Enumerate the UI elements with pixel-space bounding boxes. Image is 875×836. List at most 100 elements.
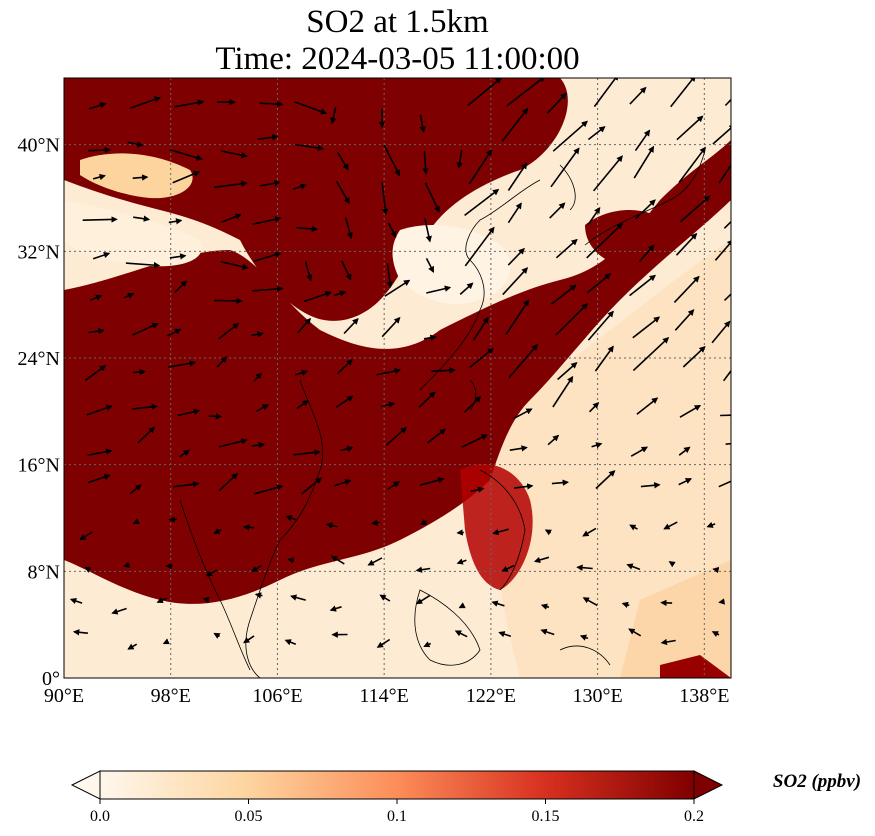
wind-arrow [670,78,696,108]
colorbar: 0.0 0.05 0.1 0.15 0.2 SO2 (ppbv) [70,770,861,825]
wind-arrow [88,146,112,154]
wind-arrow [723,220,731,229]
wind-arrow [132,174,149,181]
wind-arrow [454,630,468,638]
map-time: Time: 2024-03-05 11:00:00 [215,41,580,77]
wind-arrow [129,96,162,109]
wind-arrow [330,107,337,125]
colorbar-tick-label: 0.2 [684,808,704,825]
wind-arrow [168,218,183,225]
wind-arrow [588,401,600,413]
wind-arrow [723,292,731,301]
wind-arrow [594,345,614,372]
wind-arrow [426,285,452,294]
wind-arrow [380,401,396,408]
wind-arrow [253,251,282,262]
wind-arrow [284,639,297,646]
wind-arrow [423,641,432,648]
wind-arrow [711,631,720,637]
wind-arrow [383,144,401,177]
coast-borneo [414,589,481,666]
wind-vectors [69,78,731,650]
wind-arrow [582,527,597,537]
wind-arrow [458,602,466,609]
wind-arrow [287,557,295,564]
wind-arrow [579,634,589,641]
wind-arrow [468,149,493,185]
field-patch-nw [80,153,193,199]
wind-arrow [218,322,240,340]
wind-arrow [132,518,140,525]
wind-arrow [172,170,201,184]
wind-arrow [426,428,447,444]
field-patch-east [491,240,731,678]
field-patch-clean-west [64,200,202,267]
wind-arrow [634,199,656,220]
wind-arrow [555,303,589,336]
wind-arrow [205,569,218,577]
wind-arrow [472,316,489,341]
wind-arrow [387,481,401,490]
wind-arrow [706,521,716,528]
wind-arrow [595,470,616,490]
lat-tick-label: 8°N [28,561,60,583]
wind-arrow [86,404,113,416]
wind-arrow [418,391,436,408]
wind-arrow [549,202,566,219]
lon-tick-label: 90°E [44,685,84,707]
wind-arrow [464,226,495,267]
gridlines [64,78,731,678]
wind-arrow [218,472,239,492]
wind-arrow [89,294,103,302]
wind-arrow [167,328,182,337]
wind-arrow [464,188,500,217]
wind-arrow [87,448,113,456]
field-patch-philippines [460,464,533,590]
wind-arrow [507,247,525,266]
wind-arrow [424,218,432,243]
wind-arrow [137,426,156,444]
wind-arrow [640,482,661,489]
wind-arrow [387,222,397,238]
wind-arrow [660,638,676,646]
wind-arrow [629,524,638,531]
wind-arrow [304,261,313,282]
wind-arrow [718,598,726,605]
wind-arrow [550,147,580,188]
wind-arrow [415,566,431,573]
wind-arrow [335,395,354,408]
wind-arrow [296,399,309,410]
wind-arrow [202,596,210,604]
wind-arrow [367,557,383,566]
wind-arrow [501,107,529,142]
wind-arrow [329,605,342,612]
wind-arrow [251,564,263,573]
wind-arrow [257,134,279,141]
wind-arrow [69,597,83,605]
wind-arrow [371,519,380,526]
wind-arrow [633,145,655,179]
wind-arrow [111,607,127,615]
wind-arrow [718,480,731,488]
wind-arrow [344,217,353,240]
wind-arrow [381,182,389,216]
wind-arrow [252,216,282,225]
wind-arrow [293,449,321,456]
wind-arrow [337,151,349,171]
wind-arrow [174,280,188,293]
wind-arrow [533,556,550,564]
wind-arrow [79,531,93,541]
wind-arrow [424,182,440,213]
wind-arrow [123,561,131,568]
wind-arrow [626,563,641,571]
wind-arrow [720,414,731,417]
wind-arrow [169,253,187,260]
wind-arrow [169,148,203,161]
wind-arrow [508,343,539,379]
wind-arrow [218,438,248,448]
wind-arrow [292,183,308,191]
wind-arrow [632,337,670,372]
wind-arrow [513,408,533,420]
wind-arrow [674,309,695,331]
colorbar-extend-high [693,770,724,800]
